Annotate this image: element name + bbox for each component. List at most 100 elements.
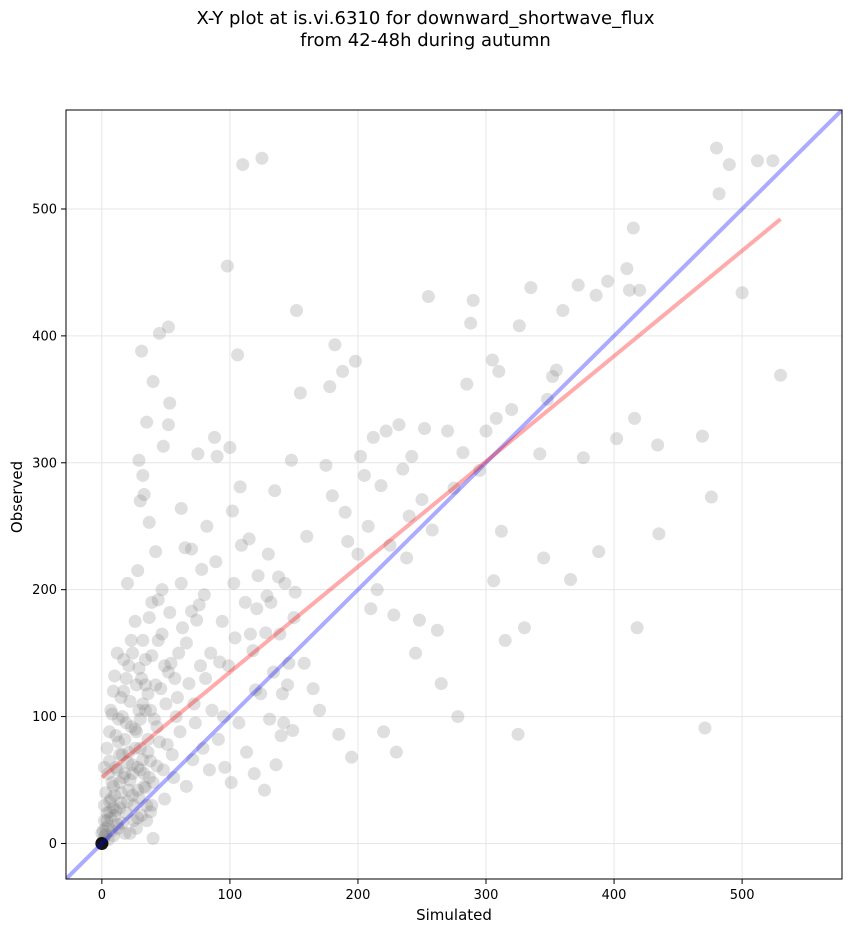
data-point [118, 732, 132, 746]
data-point [215, 614, 229, 628]
data-point [698, 721, 712, 735]
data-point [176, 621, 190, 635]
data-point [163, 606, 177, 620]
data-point [341, 534, 355, 548]
data-point [151, 633, 165, 647]
data-point [199, 672, 213, 686]
data-point [238, 595, 252, 609]
data-point [392, 418, 406, 432]
data-point [127, 814, 141, 828]
data-point [218, 760, 232, 774]
data-point [142, 515, 156, 529]
data-point [115, 710, 129, 724]
data-point [131, 783, 145, 797]
data-point [126, 767, 140, 781]
data-point [556, 303, 570, 317]
data-point [112, 735, 126, 749]
data-point [149, 545, 163, 559]
data-point [124, 633, 138, 647]
data-point [456, 446, 470, 460]
regression-line [100, 217, 782, 780]
data-point [135, 809, 149, 823]
data-point [766, 154, 780, 168]
data-point [402, 509, 416, 523]
data-point [564, 573, 578, 587]
x-tick-label: 100 [217, 888, 242, 903]
data-point [109, 729, 123, 743]
data-point [695, 429, 709, 443]
data-point [549, 363, 563, 377]
data-point [313, 703, 327, 717]
data-point [345, 750, 359, 764]
data-point [140, 798, 154, 812]
data-point [118, 767, 132, 781]
data-point [104, 792, 118, 806]
data-point [364, 602, 378, 616]
data-point [251, 569, 265, 583]
data-point [142, 611, 156, 625]
data-point [146, 776, 160, 790]
data-point [128, 614, 142, 628]
data-point [193, 659, 207, 673]
data-point [332, 727, 346, 741]
data-point [103, 795, 117, 809]
data-point [217, 710, 231, 724]
data-point [145, 595, 159, 609]
data-point [524, 281, 538, 295]
data-point [269, 758, 283, 772]
data-point [112, 821, 126, 835]
data-point [441, 424, 455, 438]
data-point [170, 691, 184, 705]
data-point [100, 814, 114, 828]
data-point [348, 354, 362, 368]
data-point [750, 154, 764, 168]
data-point [147, 712, 161, 726]
data-point [366, 430, 380, 444]
data-point [400, 551, 414, 565]
data-point [109, 803, 123, 817]
data-point [184, 542, 198, 556]
data-point [158, 792, 172, 806]
data-point [735, 286, 749, 300]
data-point [133, 741, 147, 755]
data-point [633, 283, 647, 297]
x-tick-label: 500 [730, 888, 755, 903]
data-point [286, 724, 300, 738]
data-point [120, 755, 134, 769]
data-point [138, 678, 152, 692]
data-point [126, 788, 140, 802]
data-point [511, 727, 525, 741]
data-point [140, 415, 154, 429]
data-point [132, 453, 146, 467]
data-point [492, 364, 506, 378]
data-point [630, 621, 644, 635]
data-point [284, 453, 298, 467]
x-tick-label: 0 [98, 888, 106, 903]
data-point [260, 589, 274, 603]
data-point [114, 796, 128, 810]
data-point [165, 748, 179, 762]
data-point [104, 811, 118, 825]
data-point [149, 678, 163, 692]
data-point [225, 504, 239, 518]
data-point [354, 449, 368, 463]
data-point [144, 754, 158, 768]
data-point [174, 576, 188, 590]
data-point [123, 826, 137, 840]
data-point [233, 480, 247, 494]
data-point [537, 551, 551, 565]
data-point [409, 646, 423, 660]
data-point [254, 687, 268, 701]
data-point [124, 720, 138, 734]
data-point [103, 805, 117, 819]
data-point [115, 816, 129, 830]
data-point [236, 158, 250, 172]
data-point [115, 748, 129, 762]
data-point [589, 288, 603, 302]
data-point [188, 716, 202, 730]
data-point [137, 767, 151, 781]
y-axis-ticks: 0 100 200 300 400 500 [32, 202, 66, 852]
data-point [231, 348, 245, 362]
data-point [132, 791, 146, 805]
